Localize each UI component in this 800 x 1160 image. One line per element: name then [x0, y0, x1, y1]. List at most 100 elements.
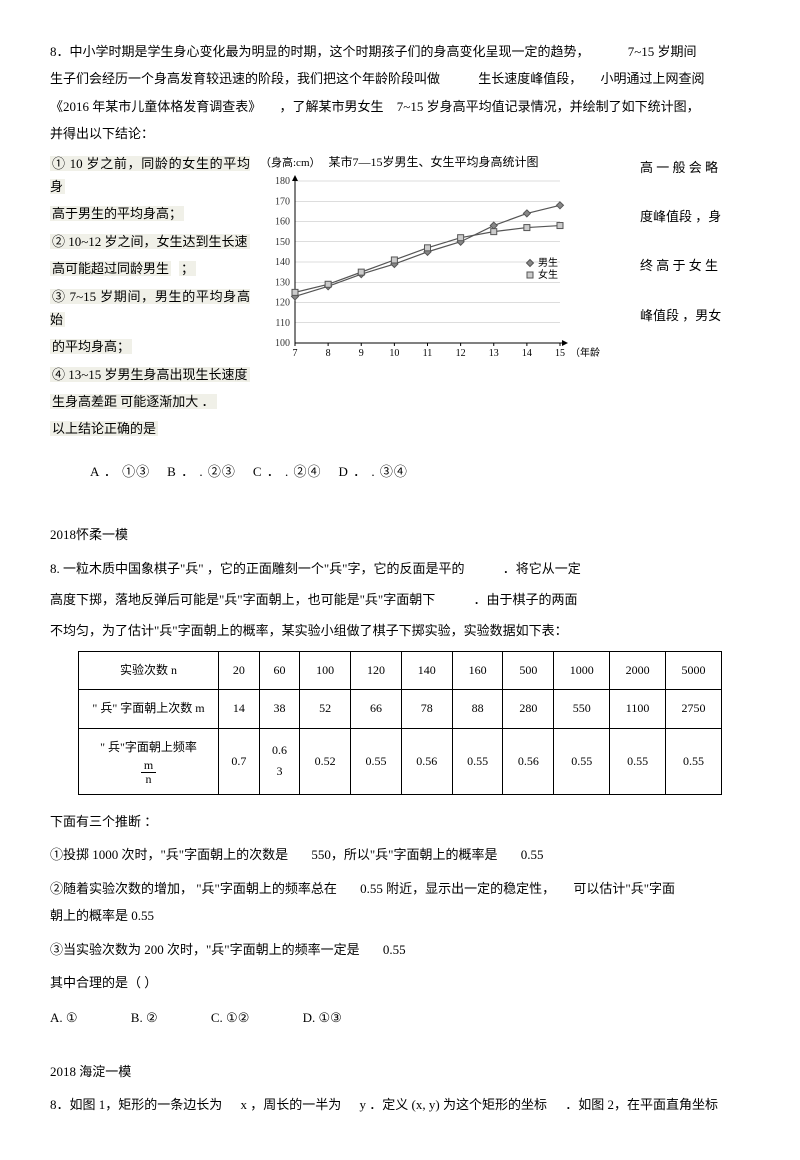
- s2d: ；: [179, 261, 196, 276]
- q2-p6c: 可以估计"兵"字面: [573, 881, 675, 896]
- m1: 38: [259, 690, 300, 729]
- s2b: 度峰值段 ，身: [640, 205, 750, 228]
- q1-intro1-tail: 7~15 岁期间: [628, 44, 697, 59]
- s4b: 峰值段 ，男女: [640, 304, 750, 327]
- m2: 52: [300, 690, 351, 729]
- s4a: ④ 13~15 岁男生身高出现生长速度: [50, 367, 250, 382]
- q2-p1b: ．将它从一定: [503, 561, 581, 576]
- svg-text:15: 15: [555, 348, 565, 359]
- f9: 0.55: [666, 729, 722, 795]
- svg-text:110: 110: [275, 318, 290, 329]
- s2c: 高可能超过同龄男生: [50, 261, 171, 276]
- q3-p2: x ，周长的一半为: [241, 1097, 342, 1112]
- m9: 2750: [666, 690, 722, 729]
- n5: 160: [452, 651, 503, 690]
- svg-text:120: 120: [275, 298, 290, 309]
- q1-intro2-tail2: 小明通过上网查阅: [601, 71, 705, 86]
- s5: 以上结论正确的是: [50, 421, 158, 436]
- svg-text:9: 9: [359, 348, 364, 359]
- f3: 0.55: [351, 729, 402, 795]
- n4: 140: [401, 651, 452, 690]
- q1-body: ① 10 岁之前，同龄的女生的平均身 高于男生的平均身高； ② 10~12 岁之…: [50, 152, 750, 445]
- table-row: 实验次数 n 20 60 100 120 140 160 500 1000 20…: [79, 651, 722, 690]
- opt-b[interactable]: B. ②: [131, 1006, 158, 1029]
- q3-p4: ．如图 2，在平面直角坐标: [565, 1097, 718, 1112]
- experiment-table: 实验次数 n 20 60 100 120 140 160 500 1000 20…: [78, 651, 722, 795]
- svg-text:男生: 男生: [538, 256, 558, 269]
- m8: 1100: [610, 690, 666, 729]
- s3b: 终 高 于 女 生: [640, 254, 750, 277]
- m7: 550: [554, 690, 610, 729]
- svg-text:12: 12: [456, 348, 466, 359]
- th-f-label: " 兵"字面朝上频率: [100, 740, 197, 754]
- svg-text:180: 180: [275, 176, 290, 187]
- svg-text:8: 8: [326, 348, 331, 359]
- q2-p7: 朝上的概率是 0.55: [50, 904, 750, 927]
- opt-a[interactable]: A. ①: [50, 1006, 78, 1029]
- q1-choices: A ． ①③ B ． . ②③ C ． . ②④ D ． . ③④: [90, 460, 750, 483]
- s4c: 生身高差距 可能逐渐加大 ．: [50, 394, 217, 409]
- n8: 2000: [610, 651, 666, 690]
- q2-p8a: ③当实验次数为 200 次时，"兵"字面朝上的频率一定是: [50, 942, 360, 957]
- chart-title: 某市7—15岁男生、女生平均身高统计图: [329, 152, 539, 174]
- q1-intro3-mid: ，了解某市男女生: [280, 99, 384, 114]
- opt-d[interactable]: D. ①③: [303, 1006, 342, 1029]
- q1-intro2-tail: 生长速度峰值段，: [478, 71, 582, 86]
- n2: 100: [300, 651, 351, 690]
- svg-text:170: 170: [275, 197, 290, 208]
- svg-text:11: 11: [423, 348, 433, 359]
- q2-p3: 不均匀，为了估计"兵"字面朝上的概率，某实验小组做了棋子下掷实验，实验数据如下表…: [50, 619, 750, 642]
- svg-text:13: 13: [489, 348, 499, 359]
- m6: 280: [503, 690, 554, 729]
- svg-text:130: 130: [275, 278, 290, 289]
- th-n: 实验次数 n: [79, 651, 219, 690]
- th-m: " 兵" 字面朝上次数 m: [79, 690, 219, 729]
- q2-p2b: ．由于棋子的两面: [473, 592, 577, 607]
- q1-intro1: 8．中小学时期是学生身心变化最为明显的时期，这个时期孩子们的身高变化呈现一定的趋…: [50, 44, 590, 59]
- f1: 0.63: [259, 729, 300, 795]
- svg-text:10: 10: [389, 348, 399, 359]
- choice-b[interactable]: B ． . ②③: [167, 464, 236, 479]
- th-f: " 兵"字面朝上频率 mn: [79, 729, 219, 795]
- choice-d[interactable]: D ． . ③④: [339, 464, 408, 479]
- q1-right-text: 高 一 般 会 略 度峰值段 ，身 终 高 于 女 生 峰值段 ，男女: [640, 152, 750, 332]
- n7: 1000: [554, 651, 610, 690]
- q2-p1a: 8. 一粒木质中国象棋子"兵" ，它的正面雕刻一个"兵"字，它的反面是平的: [50, 561, 464, 576]
- choice-c[interactable]: C ． . ②④: [253, 464, 322, 479]
- svg-text:100: 100: [275, 338, 290, 349]
- chart-ylabel: （身高:cm）: [260, 152, 321, 174]
- choice-a[interactable]: A ． ①③: [90, 464, 150, 479]
- table-row: " 兵"字面朝上频率 mn 0.7 0.63 0.52 0.55 0.56 0.…: [79, 729, 722, 795]
- m4: 78: [401, 690, 452, 729]
- q2-p4: 下面有三个推断 ：: [50, 810, 750, 833]
- height-chart: 1801701601501401301201101007891011121314…: [260, 173, 600, 368]
- f5: 0.55: [452, 729, 503, 795]
- q2-header: 2018怀柔一模: [50, 523, 750, 546]
- q3-p1: 8．如图 1，矩形的一条边长为: [50, 1097, 222, 1112]
- q1-intro2: 生子们会经历一个身高发育较迅速的阶段，我们把这个年龄阶段叫做: [50, 71, 440, 86]
- m0: 14: [219, 690, 260, 729]
- q2-p5b: 550，所以"兵"字面朝上的概率是: [311, 847, 497, 862]
- s1c: 高于男生的平均身高；: [50, 206, 184, 221]
- svg-text:150: 150: [275, 237, 290, 248]
- n9: 5000: [666, 651, 722, 690]
- opt-c[interactable]: C. ①②: [211, 1006, 249, 1029]
- m5: 88: [452, 690, 503, 729]
- f0: 0.7: [219, 729, 260, 795]
- svg-text:女生: 女生: [538, 268, 558, 281]
- q2-p6b: 0.55 附近，显示出一定的稳定性，: [360, 881, 555, 896]
- s1a: ① 10 岁之前，同龄的女生的平均身: [50, 156, 250, 194]
- s1b: 高 一 般 会 略: [640, 156, 750, 179]
- n3: 120: [351, 651, 402, 690]
- q3-p3: y ．定义 (x, y) 为这个矩形的坐标: [360, 1097, 547, 1112]
- f7: 0.55: [554, 729, 610, 795]
- f8: 0.55: [610, 729, 666, 795]
- fraction-mn: mn: [141, 759, 156, 786]
- q2-p2a: 高度下掷，落地反弹后可能是"兵"字面朝上，也可能是"兵"字面朝下: [50, 592, 435, 607]
- svg-text:（年龄:岁）: （年龄:岁）: [570, 346, 600, 359]
- n6: 500: [503, 651, 554, 690]
- q2-p5a: ①投掷 1000 次时，"兵"字面朝上的次数是: [50, 847, 288, 862]
- n1: 60: [259, 651, 300, 690]
- f6: 0.56: [503, 729, 554, 795]
- q1-intro3-tail: 7~15 岁身高平均值记录情况，并绘制了如下统计图，: [397, 99, 700, 114]
